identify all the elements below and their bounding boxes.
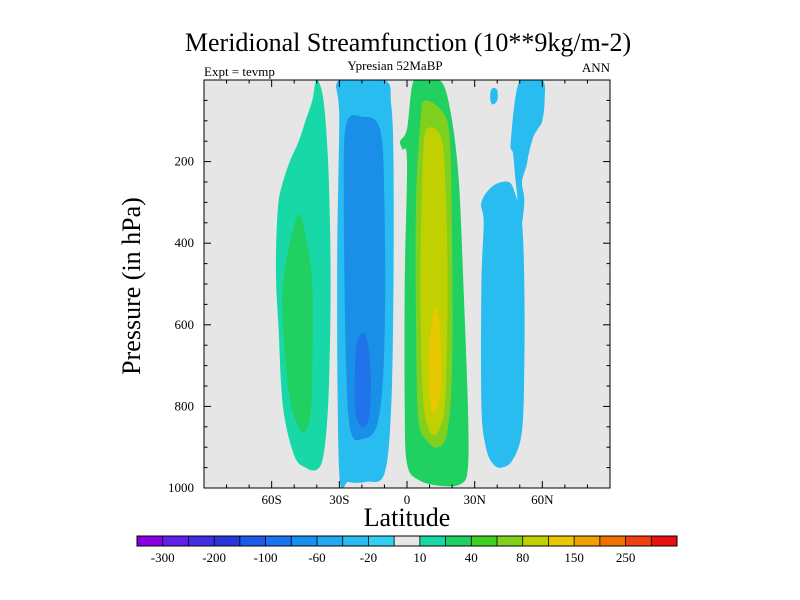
colorbar-label: -60 (308, 550, 325, 565)
colorbar-swatch (471, 536, 498, 546)
colorbar-frame (136, 535, 678, 547)
colorbar-swatch (239, 536, 266, 546)
colorbar-label: 80 (516, 550, 529, 565)
colorbar-label: -100 (254, 550, 278, 565)
colorbar-swatch (625, 536, 652, 546)
contour-region-tropical-cell-core (429, 306, 442, 414)
axis-ticks: 60S 30S 0 30N 60N 200 400 600 800 1000 (168, 80, 610, 507)
colorbar-swatch (291, 536, 318, 546)
period-label: Ypresian 52MaBP (347, 58, 442, 73)
colorbar-label: -300 (151, 550, 175, 565)
colorbar-label: 40 (465, 550, 478, 565)
colorbar-swatch (522, 536, 549, 546)
colorbar-swatch (317, 536, 344, 546)
contour-region-nh-polar-cell (510, 80, 546, 237)
colorbar-label: -200 (202, 550, 226, 565)
colorbar-swatch (214, 536, 241, 546)
colorbar-label: 10 (413, 550, 426, 565)
y-tick-label: 200 (175, 154, 195, 169)
contour-region-nh-mid-cell (481, 181, 525, 468)
colorbar-label: 150 (564, 550, 584, 565)
colorbar-label: 250 (616, 550, 636, 565)
x-tick-label: 30S (329, 492, 349, 507)
x-axis-title: Latitude (364, 503, 451, 532)
x-tick-label: 30N (463, 492, 486, 507)
colorbar-swatch (445, 536, 472, 546)
colorbar-label: -20 (360, 550, 377, 565)
y-tick-label: 600 (175, 317, 195, 332)
colorbar-swatch (497, 536, 524, 546)
colorbar-swatch (574, 536, 601, 546)
season-label: ANN (582, 60, 611, 75)
chart-title: Meridional Streamfunction (10**9kg/m-2) (185, 28, 631, 57)
colorbar-swatch (342, 536, 369, 546)
colorbar-swatch (651, 536, 678, 546)
contour-region-nh-upper-neg (490, 88, 498, 105)
x-tick-label: 0 (404, 492, 411, 507)
x-tick-label: 60N (531, 492, 554, 507)
colorbar-swatch (548, 536, 575, 546)
colorbar-swatch (162, 536, 189, 546)
y-tick-label: 400 (175, 235, 195, 250)
contour-region-sh-mid-cell-core (354, 332, 371, 428)
colorbar-swatch (137, 536, 164, 546)
contour-region-sh-mid-cell-inner (343, 115, 386, 441)
y-tick-label: 800 (175, 398, 195, 413)
y-tick-label: 1000 (168, 480, 194, 495)
contour-region-sh-outer-cell-core (282, 214, 313, 432)
experiment-label: Expt = tevmp (204, 64, 275, 79)
colorbar-swatch (419, 536, 446, 546)
contour-fills (275, 80, 546, 488)
colorbar-swatch (599, 536, 626, 546)
colorbar: -300 -200 -100 -60 -20 10 40 80 150 250 (136, 535, 678, 565)
plot-area: 60S 30S 0 30N 60N 200 400 600 800 1000 (168, 79, 611, 507)
x-tick-label: 60S (262, 492, 282, 507)
y-axis-title: Pressure (in hPa) (117, 197, 146, 375)
colorbar-swatch (265, 536, 292, 546)
colorbar-swatch (368, 536, 395, 546)
colorbar-swatch (394, 536, 421, 546)
colorbar-swatch (188, 536, 215, 546)
